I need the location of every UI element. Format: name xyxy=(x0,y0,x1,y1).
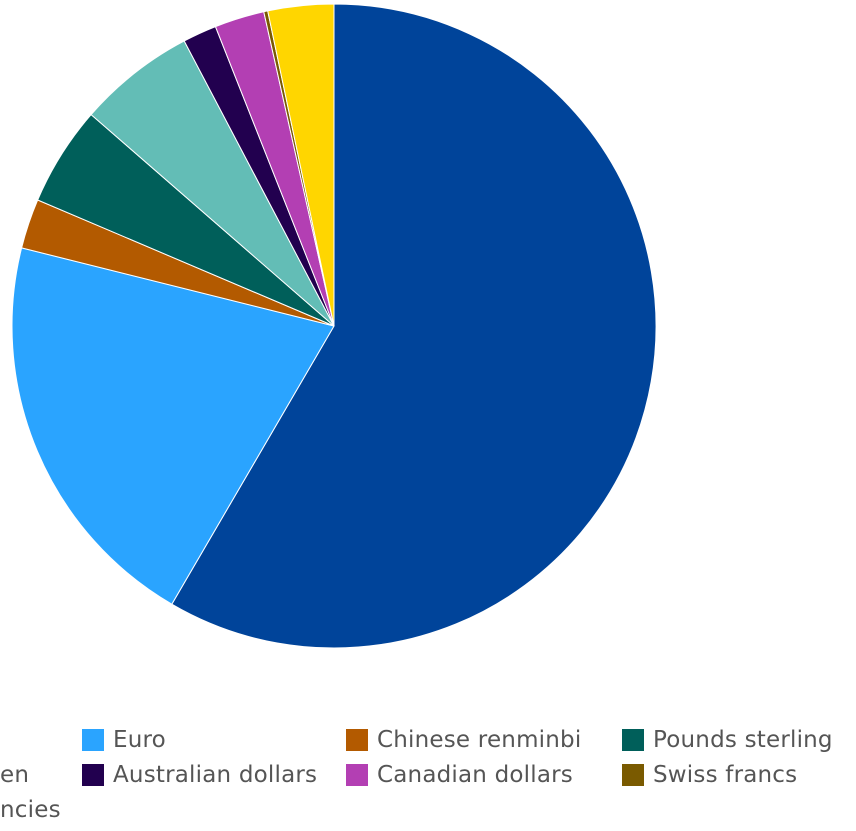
legend-label-canadian-dollars: Canadian dollars xyxy=(377,762,573,788)
legend-label-japanese-yen-cut: en xyxy=(0,762,30,788)
legend-swatch-euro xyxy=(82,729,104,751)
legend-item-japanese-yen-cut[interactable]: en xyxy=(0,762,29,788)
legend-item-pounds-sterling[interactable]: Pounds sterling xyxy=(622,727,833,753)
legend-swatch-swiss-francs xyxy=(622,764,644,786)
legend-item-australian-dollars[interactable]: Australian dollars xyxy=(82,762,317,788)
legend-label-pounds-sterling: Pounds sterling xyxy=(653,727,833,753)
legend-swatch-pounds-sterling xyxy=(622,729,644,751)
legend-label-swiss-francs: Swiss francs xyxy=(653,762,798,788)
legend-item-swiss-francs[interactable]: Swiss francs xyxy=(622,762,797,788)
pie-slice-euro[interactable] xyxy=(11,247,335,605)
legend-swatch-australian-dollars xyxy=(82,764,104,786)
legend-item-canadian-dollars[interactable]: Canadian dollars xyxy=(346,762,573,788)
legend-item-euro[interactable]: Euro xyxy=(82,727,166,753)
pie-slice-other-currencies[interactable] xyxy=(267,3,335,327)
legend-label-other-currencies-cut: ncies xyxy=(0,797,61,823)
legend-label-chinese-renminbi: Chinese renminbi xyxy=(377,727,582,753)
legend-item-other-currencies-cut[interactable]: ncies xyxy=(0,797,61,823)
legend-label-euro: Euro xyxy=(113,727,166,753)
pie-chart xyxy=(11,3,657,649)
legend-label-australian-dollars: Australian dollars xyxy=(113,762,318,788)
pie-slice-us-dollars[interactable] xyxy=(171,3,657,649)
legend-swatch-canadian-dollars xyxy=(346,764,368,786)
legend-swatch-chinese-renminbi xyxy=(346,729,368,751)
legend-item-chinese-renminbi[interactable]: Chinese renminbi xyxy=(346,727,581,753)
